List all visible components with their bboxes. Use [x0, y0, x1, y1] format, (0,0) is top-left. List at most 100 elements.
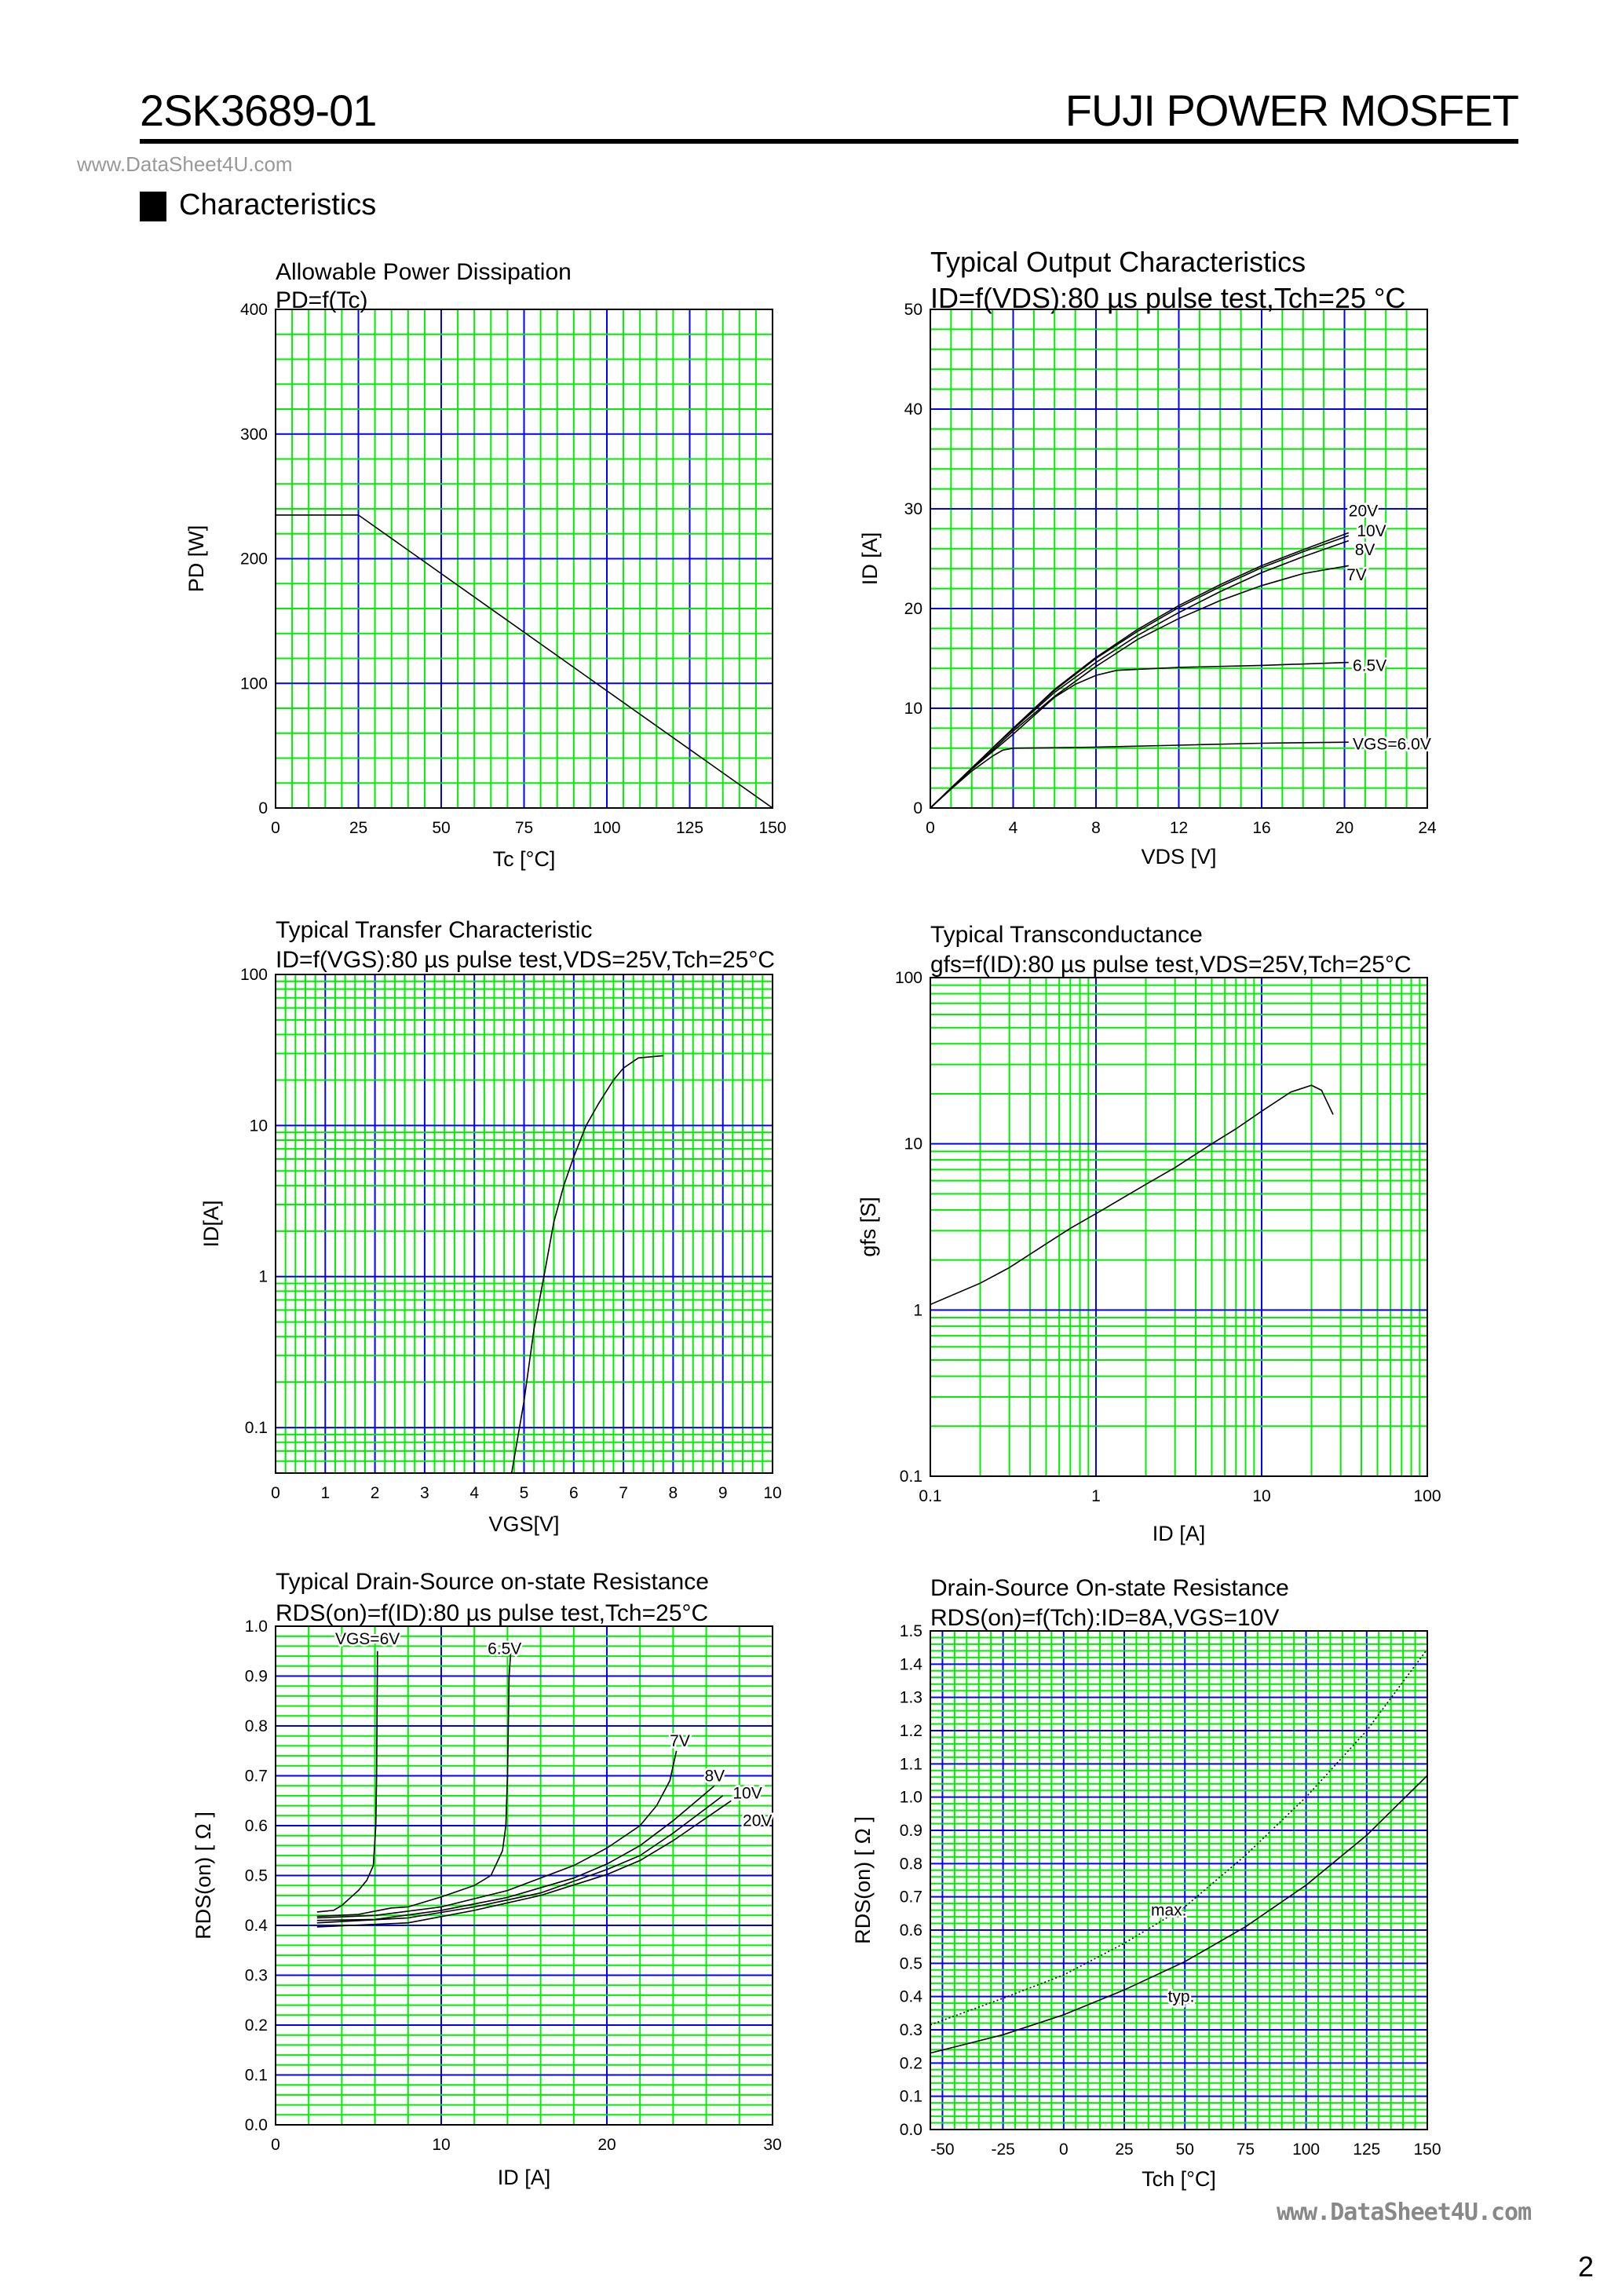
- series-label: typ.: [1168, 1988, 1195, 2006]
- series-label: 7V: [670, 1732, 690, 1750]
- chart-2: Typical Output CharacteristicsID=f(VDS):…: [858, 246, 1437, 868]
- section-title: Characteristics: [179, 188, 377, 221]
- plot-frame: [930, 1630, 1428, 2130]
- y-tick-label: 0.8: [245, 1717, 268, 1735]
- y-tick-label: 1: [258, 1268, 268, 1286]
- x-tick-label: 125: [1353, 2141, 1380, 2159]
- x-tick-label: 25: [349, 819, 367, 837]
- x-tick-label: 75: [515, 819, 533, 837]
- y-tick-label: 100: [240, 966, 268, 984]
- y-axis-label: ID[A]: [199, 1200, 223, 1247]
- y-tick-label: 1.1: [900, 1755, 922, 1773]
- x-tick-label: 100: [593, 819, 620, 837]
- y-tick-label: 0.1: [245, 1419, 268, 1437]
- y-tick-label: 0.1: [900, 1468, 922, 1486]
- y-axis-label: RDS(on) [ Ω ]: [192, 1812, 215, 1940]
- y-tick-label: 0.5: [900, 1954, 922, 1972]
- y-tick-label: 0: [913, 799, 922, 817]
- x-tick-label: 0: [271, 819, 280, 837]
- x-tick-label: 150: [758, 819, 786, 837]
- y-tick-label: 0.2: [245, 2016, 268, 2035]
- y-axis-label: ID [A]: [858, 532, 882, 586]
- x-tick-label: 16: [1252, 819, 1270, 837]
- series-line: [276, 514, 773, 809]
- x-tick-label: 9: [718, 1484, 728, 1502]
- header-divider: [140, 139, 1518, 144]
- x-tick-label: 30: [763, 2136, 781, 2154]
- series-label: 10V: [732, 1785, 762, 1803]
- x-tick-label: 0: [271, 1484, 280, 1502]
- x-tick-label: 7: [619, 1484, 628, 1502]
- y-tick-label: 0.7: [900, 1888, 922, 1907]
- chart-title: Typical Drain-Source on-state Resistance: [276, 1569, 709, 1595]
- x-tick-label: 100: [1413, 1487, 1441, 1505]
- y-tick-label: 30: [904, 500, 922, 518]
- y-tick-label: 1.4: [900, 1655, 923, 1673]
- x-tick-label: 1: [320, 1484, 330, 1502]
- y-tick-label: 0.6: [245, 1817, 268, 1835]
- series-line-typ.: [930, 1775, 1428, 2054]
- y-tick-label: 100: [240, 675, 268, 693]
- chart-title: Drain-Source On-state Resistance: [930, 1575, 1289, 1601]
- series-line-6.5v: [316, 1651, 512, 1918]
- product-family: FUJI POWER MOSFET: [1065, 86, 1519, 135]
- series-line-max.: [930, 1648, 1428, 2026]
- x-tick-label: 6: [569, 1484, 579, 1502]
- y-tick-label: 1.3: [900, 1689, 922, 1707]
- part-number: 2SK3689-01: [140, 86, 377, 135]
- y-tick-label: 0.8: [900, 1855, 922, 1873]
- chart-title: Allowable Power Dissipation: [276, 259, 572, 285]
- x-tick-label: 0.1: [919, 1487, 941, 1505]
- series-label: 8V: [1355, 541, 1375, 559]
- x-tick-label: 8: [1091, 819, 1101, 837]
- y-tick-label: 0.3: [900, 2021, 922, 2039]
- x-tick-label: 75: [1237, 2141, 1255, 2159]
- series-line-vgs6v: [316, 1651, 378, 1913]
- plot-frame: [930, 977, 1428, 1477]
- y-tick-label: 0: [258, 799, 268, 817]
- x-tick-label: 5: [520, 1484, 529, 1502]
- series-label: max.: [1151, 1902, 1187, 1920]
- y-tick-label: 0.9: [245, 1668, 268, 1686]
- chart-4: Typical Transconductance gfs=f(ID):80 µs …: [857, 922, 1441, 1545]
- y-tick-label: 100: [895, 969, 922, 987]
- y-tick-label: 0.3: [245, 1967, 268, 1985]
- x-axis-label: ID [A]: [1153, 1522, 1206, 1545]
- x-tick-label: -25: [991, 2141, 1014, 2159]
- chart-subtitle: RDS(on)=f(ID):80 µs pulse test,Tch=25°C: [276, 1600, 708, 1626]
- x-axis-label: ID [A]: [498, 2166, 551, 2189]
- y-tick-label: 0.2: [900, 2054, 922, 2072]
- series-label: 20V: [743, 1812, 772, 1830]
- chart-subtitle: ID=f(VGS):80 µs pulse test,VDS=25V,Tch=2…: [276, 947, 775, 973]
- y-tick-label: 0.0: [245, 2116, 268, 2134]
- series-label: 6.5V: [488, 1640, 521, 1658]
- x-tick-label: 25: [1115, 2141, 1133, 2159]
- series-label: 8V: [704, 1768, 725, 1786]
- x-tick-label: 8: [669, 1484, 678, 1502]
- chart-title: Typical Transfer Characteristic: [276, 917, 592, 943]
- x-axis-label: VDS [V]: [1141, 845, 1216, 868]
- y-tick-label: 0.5: [245, 1867, 268, 1885]
- x-tick-label: 2: [371, 1484, 380, 1502]
- y-tick-label: 0.1: [900, 2088, 922, 2106]
- series-line-20v: [316, 1800, 732, 1928]
- series-label: 7V: [1346, 566, 1367, 584]
- series-label: VGS=6V: [335, 1630, 400, 1648]
- x-tick-label: 0: [1059, 2141, 1069, 2159]
- y-tick-label: 1.0: [900, 1789, 922, 1807]
- y-tick-label: 0.0: [900, 2121, 922, 2139]
- chart-3: Typical Transfer Characteristic ID=f(VGS)…: [199, 917, 782, 1536]
- x-tick-label: 4: [469, 1484, 479, 1502]
- plot-frame: [275, 309, 773, 809]
- x-tick-label: 20: [597, 2136, 616, 2154]
- plot-frame: [275, 1625, 773, 2126]
- series-line-6.5v: [930, 661, 1349, 809]
- y-tick-label: 20: [904, 600, 922, 618]
- x-tick-label: 0: [271, 2136, 280, 2154]
- y-tick-label: 10: [904, 700, 922, 718]
- x-tick-label: 50: [1176, 2141, 1194, 2159]
- y-tick-label: 1: [913, 1301, 922, 1319]
- y-tick-label: 300: [240, 426, 268, 444]
